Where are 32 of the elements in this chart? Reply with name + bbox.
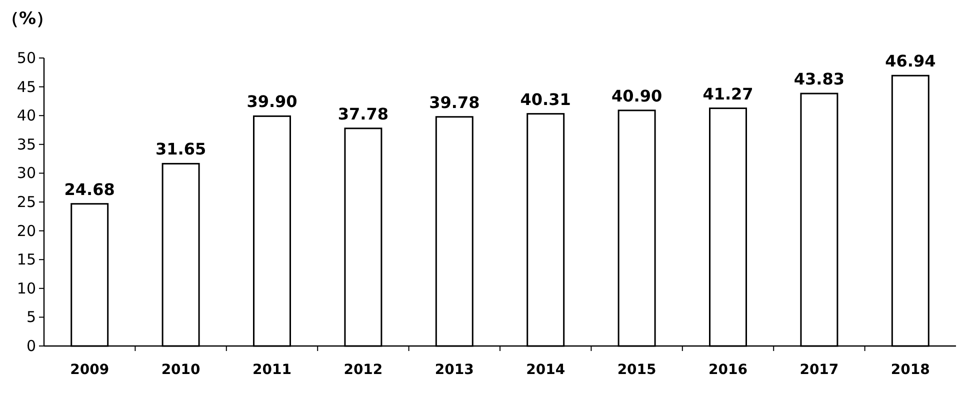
x-tick-label: 2015: [617, 362, 656, 378]
y-tick-label: 35: [16, 135, 36, 154]
y-tick-label: 10: [16, 279, 36, 298]
data-label: 40.90: [611, 86, 662, 106]
y-tick-label: 5: [26, 308, 36, 326]
y-tick-label: 40: [16, 106, 36, 125]
y-tick-label: 50: [16, 49, 36, 67]
x-tick-label: 2017: [800, 362, 839, 378]
x-tick-label: 2018: [890, 362, 930, 378]
x-tick-label: 2014: [526, 362, 566, 378]
data-label: 37.78: [338, 104, 389, 124]
y-axis-title: （%）: [2, 9, 54, 29]
y-tick-label: 15: [16, 250, 36, 269]
x-tick-label: 2011: [252, 362, 292, 378]
data-label: 31.65: [155, 140, 206, 159]
x-tick-label: 2016: [708, 362, 748, 378]
y-tick-label: 25: [16, 193, 36, 211]
x-tick-label: 2012: [344, 362, 383, 378]
x-tick-label: 2009: [70, 362, 110, 378]
data-label: 41.27: [702, 84, 754, 104]
data-label: 39.90: [246, 92, 298, 112]
data-label: 24.68: [64, 180, 115, 199]
data-label: 40.31: [520, 90, 571, 109]
data-label: 39.78: [429, 92, 480, 112]
data-label: 43.83: [794, 70, 845, 89]
y-tick-label: 0: [26, 337, 36, 355]
y-tick-label: 45: [16, 78, 36, 96]
y-tick-label: 20: [16, 222, 36, 240]
data-label: 46.94: [885, 52, 936, 71]
x-tick-label: 2010: [161, 362, 201, 378]
x-tick-label: 2013: [434, 362, 474, 378]
y-tick-label: 30: [16, 164, 36, 182]
